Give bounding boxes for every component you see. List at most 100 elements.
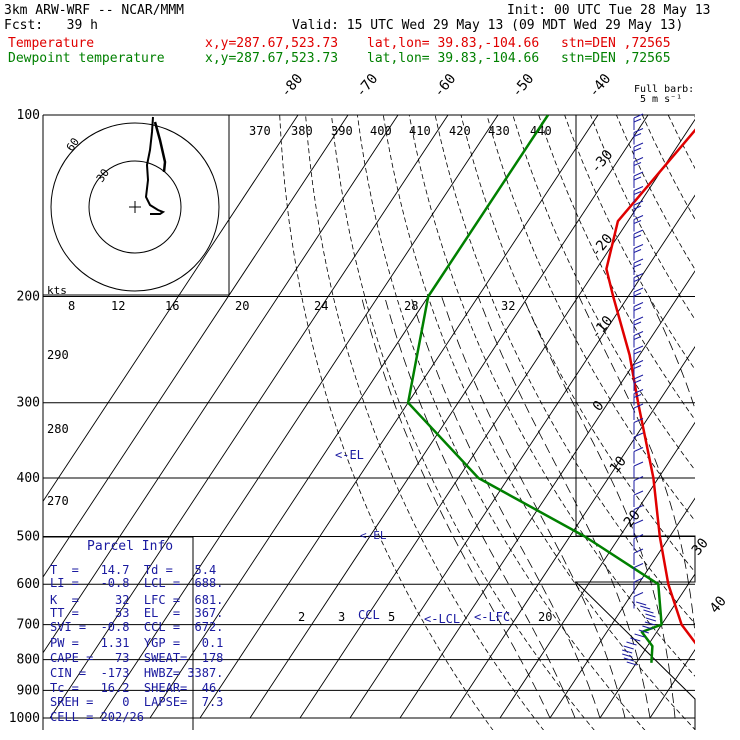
wind-barb: [645, 613, 656, 618]
wind-barb: [643, 609, 654, 614]
pressure-tick-label: 1000: [9, 711, 40, 726]
dewpoint-station: stn=DEN ,72565: [561, 51, 671, 66]
theta-label: 410: [409, 124, 431, 138]
pressure-tick-label: 400: [17, 471, 40, 486]
wind-barb: [633, 249, 642, 253]
hodograph-ring-label: 60: [64, 135, 82, 153]
moist-adiabat: [361, 296, 551, 719]
wind-barb: [633, 548, 644, 554]
parcel-row: SREH = 0 LAPSE= 7.3: [50, 695, 224, 709]
wind-barb: [630, 637, 641, 642]
parcel-row: CIN = -173 HWBZ= 3387.: [50, 666, 224, 680]
wind-barb: [633, 128, 644, 133]
wind-barb: [633, 432, 644, 438]
hodograph-ring: [88, 160, 182, 254]
temperature-latlon: lat,lon= 39.83,-104.66: [367, 36, 540, 51]
wind-barb: [633, 302, 644, 307]
temperature-legend: Temperature: [8, 36, 95, 51]
isotherm: [43, 115, 399, 654]
wind-barb: [633, 394, 642, 398]
isotherm: [49, 115, 449, 719]
wind-barb: [644, 621, 656, 626]
wind-barb: [633, 461, 644, 467]
isotherm: [43, 115, 349, 578]
pressure-tick-label: 800: [17, 653, 40, 668]
wind-barb: [633, 490, 644, 496]
wind-barb: [633, 592, 644, 597]
dry-adiabat: [460, 115, 695, 573]
wind-barb: [633, 374, 644, 380]
moist-adiabat: [384, 296, 576, 719]
mixing-ratio-label: 3: [338, 610, 345, 624]
wind-barb: [636, 601, 647, 606]
isotherm-label: 0: [590, 398, 608, 415]
wind-barb: [634, 633, 645, 638]
wind-barb: [633, 133, 642, 137]
isotherm: [549, 497, 695, 719]
wind-barb: [633, 321, 642, 326]
theta-label: 400: [370, 124, 392, 138]
isotherm: [249, 115, 649, 719]
wind-barb: [633, 379, 642, 384]
isotherm-label: 40: [707, 593, 730, 616]
wind-barb: [633, 316, 644, 322]
wind-barb: [633, 345, 644, 351]
plot-border: [43, 114, 577, 536]
pressure-tick-label: 700: [17, 618, 40, 633]
pressure-tick-label: 900: [17, 683, 40, 698]
dry-adiabat: [512, 115, 695, 471]
isotherm: [349, 194, 695, 719]
wind-barb: [645, 617, 657, 622]
barb-legend-title: Full barb:: [634, 84, 695, 95]
isotherm: [399, 270, 695, 719]
parcel-row: CAPE = 73 SWEAT= 178: [50, 651, 224, 665]
wind-barb: [633, 292, 642, 297]
parcel-row: T = 14.7 Td = 5.4: [50, 563, 217, 577]
ccl-marker: CCL: [358, 608, 380, 622]
dewpoint-latlon: lat,lon= 39.83,-104.66: [367, 51, 540, 66]
parcel-row: PW = 1.31 YGP = 0.1: [50, 636, 224, 650]
wind-barb: [633, 200, 644, 206]
wind-barb: [633, 244, 644, 249]
wind-barb: [633, 157, 644, 162]
dry-adiabat: [279, 115, 494, 730]
dry-adiabat: [590, 115, 695, 321]
pressure-tick-label: 200: [17, 290, 40, 305]
wind-barb: [626, 661, 637, 666]
theta-label: 430: [488, 124, 510, 138]
isotherm: [649, 649, 695, 719]
wind-barb: [633, 447, 644, 452]
dry-adiabat: [616, 115, 695, 271]
wind-barb: [633, 336, 642, 340]
dewpoint-legend: Dewpoint temperature: [8, 51, 165, 66]
isotherm-label: -40: [586, 71, 615, 101]
hodograph-unit: kts: [47, 284, 67, 297]
wind-barb: [633, 273, 644, 278]
sounding-curves: <-EL <-EL <-LFC CCL <-LCL: [335, 115, 695, 663]
wind-barb: [633, 191, 642, 195]
dry-adiabat: [693, 115, 695, 118]
forecast-hour: Fcst: 39 h: [4, 18, 98, 33]
wind-barb: [638, 629, 649, 634]
wind-barb: [633, 360, 644, 365]
isotherm: [299, 118, 695, 719]
mixing-ratio-label: 16: [165, 299, 179, 313]
pressure-tick-label: 500: [17, 529, 40, 544]
mixing-ratio-label: 32: [501, 299, 515, 313]
wind-barb: [633, 563, 644, 568]
wind-barbs: [622, 113, 657, 666]
dewpoint-xy: x,y=287.67,523.73: [205, 51, 339, 66]
wind-barb: [633, 534, 644, 539]
wind-barb: [633, 215, 644, 220]
wind-barb: [633, 113, 644, 119]
lfc-marker: <-LFC: [474, 610, 510, 624]
wind-barb: [633, 307, 642, 311]
isotherm-label: -30: [588, 147, 617, 177]
wind-barb: [633, 234, 642, 239]
parcel-row: LI = -0.8 LCL = 688.: [50, 576, 224, 590]
mixing-ratio-label: 24: [314, 299, 328, 313]
dry-adiabat: [305, 115, 544, 730]
dry-adiabat: [331, 115, 595, 730]
moist-adiabat: [728, 297, 740, 719]
